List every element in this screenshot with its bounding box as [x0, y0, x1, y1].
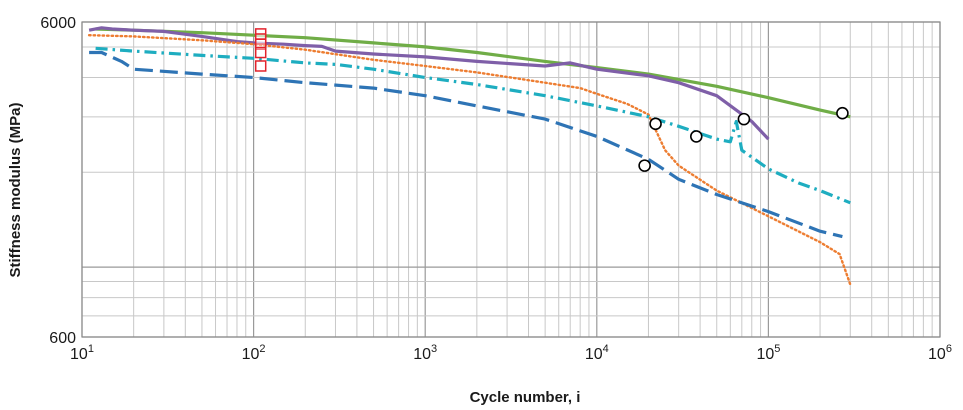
- series-line-5: [89, 50, 843, 239]
- x-axis-title: Cycle number, i: [470, 389, 581, 406]
- initial-modulus-marker: [254, 38, 267, 50]
- series-line-1: [95, 27, 851, 119]
- grid: [81, 21, 941, 338]
- y-tick-label: 6000: [40, 15, 76, 32]
- failure-point-marker: [737, 112, 751, 126]
- failure-point-marker: [689, 130, 703, 143]
- x-tick-label: 103: [413, 343, 437, 363]
- x-tick-label: 102: [242, 343, 266, 363]
- y-tick-label: 600: [49, 330, 76, 347]
- initial-modulus-marker: [254, 46, 267, 59]
- y-axis-title: Stiffness modulus (MPa): [7, 102, 24, 277]
- series-line-4: [95, 46, 851, 205]
- series-lines: [87, 26, 852, 286]
- failure-point-marker: [836, 106, 849, 120]
- series-line-2: [88, 26, 770, 141]
- plot-frame: [81, 21, 941, 338]
- failure-point-marker: [638, 159, 651, 172]
- initial-modulus-marker: [254, 60, 267, 72]
- x-tick-label: 101: [70, 343, 94, 363]
- markers: [254, 28, 849, 172]
- x-tick-label: 106: [928, 343, 952, 363]
- failure-point-marker: [649, 117, 662, 131]
- series-line-3: [87, 34, 852, 286]
- x-tick-label: 105: [756, 343, 780, 363]
- tick-labels: 101 102 103 104 105 106 600 6000: [40, 15, 952, 363]
- x-tick-label: 104: [585, 343, 609, 363]
